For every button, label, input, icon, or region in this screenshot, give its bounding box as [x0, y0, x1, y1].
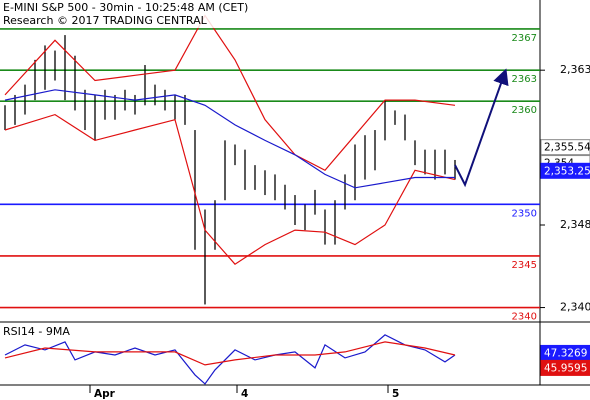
- level-label: 2360: [512, 105, 537, 116]
- level-label: 2340: [512, 312, 537, 323]
- x-tick-label: 4: [241, 388, 248, 400]
- panel-title: RSI14 - 9MA: [3, 325, 70, 338]
- indicator-line: [4, 341, 456, 366]
- x-tick-label: Apr: [94, 388, 116, 400]
- price-badge-label: 2,353.25: [544, 165, 590, 177]
- price-badge: [540, 139, 590, 156]
- chart-header: E-MINI S&P 500 - 30min - 10:25:48 AM (CE…: [3, 1, 248, 14]
- chart-subheader: Research © 2017 TRADING CENTRAL: [3, 14, 208, 27]
- y-tick-label: 2,363: [560, 63, 590, 76]
- price-badge: [540, 359, 590, 376]
- header-bg: [0, 0, 250, 28]
- level-label: 2363: [512, 74, 537, 85]
- x-tick-label: 5: [392, 388, 399, 400]
- price-badge-label: 45.9595: [544, 362, 587, 374]
- price-badge-label: 47.3269: [544, 347, 587, 359]
- level-label: 2350: [512, 208, 537, 219]
- level-label: 2345: [512, 260, 537, 271]
- indicator-line: [4, 334, 456, 385]
- price-badge-label: 2,355.54: [544, 142, 590, 154]
- y-tick-label: 2,340: [560, 301, 590, 314]
- y-tick-label: 2,348: [560, 218, 590, 231]
- level-label: 2367: [512, 33, 537, 44]
- indicator-line: [4, 14, 456, 172]
- indicator-line: [4, 113, 456, 265]
- projection-arrow: [454, 68, 509, 188]
- indicator-line: [4, 89, 455, 189]
- price-badge: [540, 162, 590, 179]
